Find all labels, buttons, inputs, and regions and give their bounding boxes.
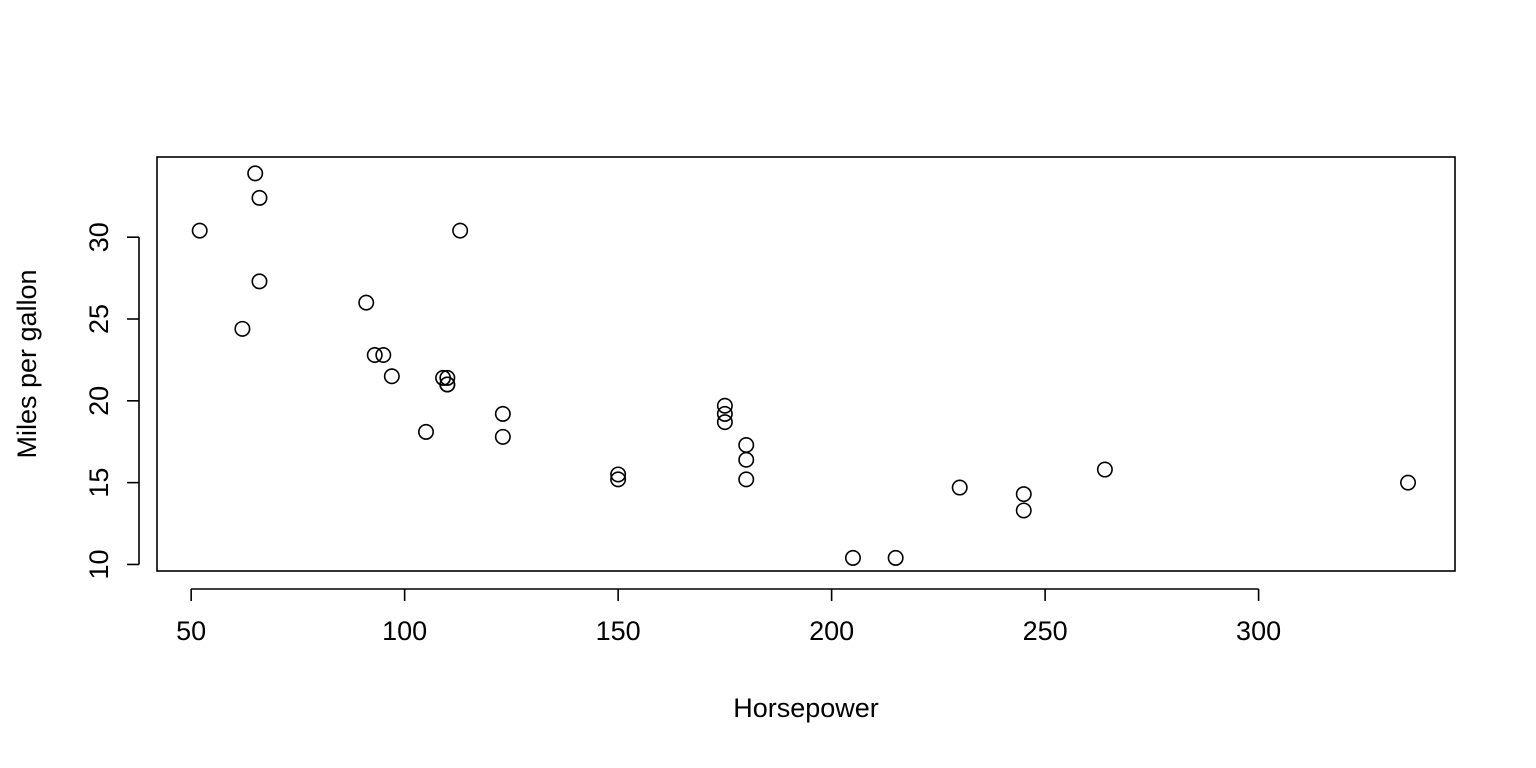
data-point	[435, 369, 452, 386]
data-point	[844, 549, 861, 566]
data-point	[1096, 461, 1113, 478]
data-point	[366, 346, 383, 363]
data-point	[494, 428, 511, 445]
data-point	[1400, 474, 1417, 491]
x-axis-title: Horsepower	[733, 693, 879, 723]
data-point	[234, 320, 251, 337]
plot-area-frame	[156, 156, 1456, 572]
data-point	[738, 471, 755, 488]
x-tick-label: 300	[1236, 616, 1281, 646]
data-point	[716, 397, 733, 414]
data-point	[358, 294, 375, 311]
data-points	[191, 165, 1417, 566]
x-axis: 50 100 150 200 250 300	[176, 588, 1281, 646]
y-tick-label: 25	[84, 304, 114, 334]
y-tick-label: 30	[84, 222, 114, 252]
x-tick-label: 200	[809, 616, 854, 646]
data-point	[610, 466, 627, 483]
data-point	[887, 549, 904, 566]
data-point	[494, 405, 511, 422]
data-point	[610, 471, 627, 488]
data-point	[247, 165, 264, 182]
x-tick-label: 100	[382, 616, 427, 646]
data-point	[738, 436, 755, 453]
x-tick-label: 150	[596, 616, 641, 646]
data-point	[439, 369, 456, 386]
data-point	[375, 346, 392, 363]
data-point	[191, 222, 208, 239]
y-axis: 10 15 20 25 30	[84, 222, 140, 579]
x-tick-label: 250	[1023, 616, 1068, 646]
data-point	[251, 189, 268, 206]
data-point	[1015, 486, 1032, 503]
data-point	[417, 423, 434, 440]
data-point	[738, 451, 755, 468]
data-point	[716, 405, 733, 422]
data-point	[251, 273, 268, 290]
y-axis-title: Miles per gallon	[12, 269, 42, 458]
data-point	[383, 368, 400, 385]
x-tick-label: 50	[176, 616, 206, 646]
data-point	[452, 222, 469, 239]
y-tick-label: 20	[84, 386, 114, 416]
data-point	[1015, 502, 1032, 519]
y-tick-label: 10	[84, 549, 114, 579]
data-point	[951, 479, 968, 496]
y-tick-label: 15	[84, 468, 114, 498]
data-point	[716, 414, 733, 431]
